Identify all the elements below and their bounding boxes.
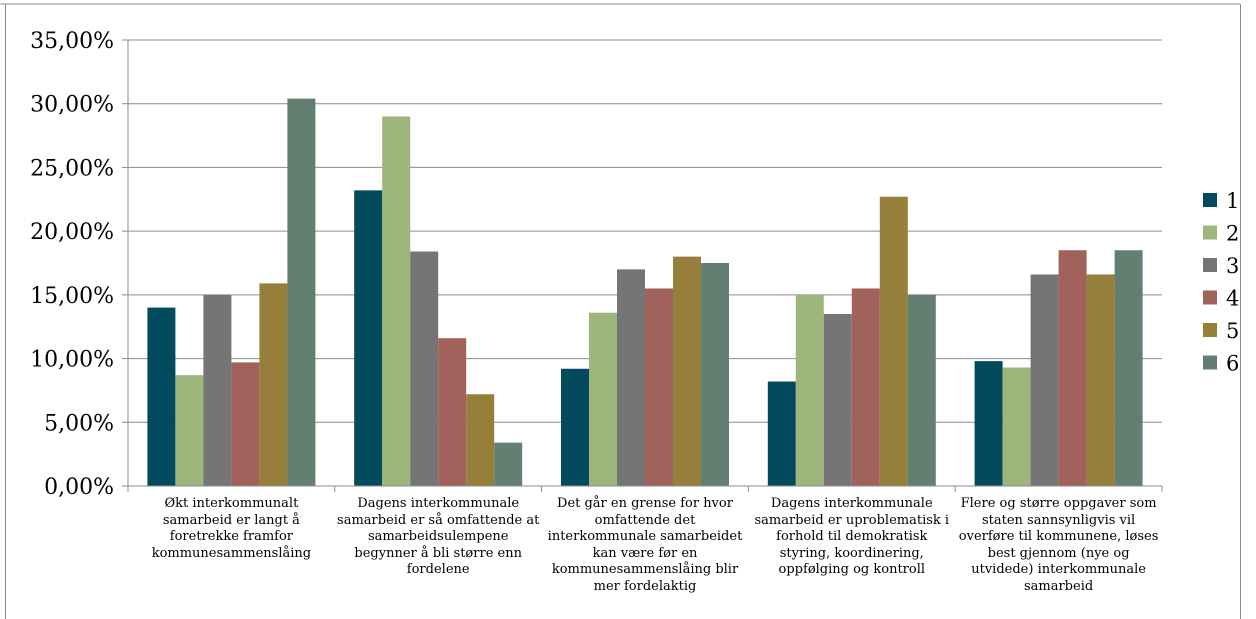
x-category-label: Økt interkommunalt samarbeid er langt å … <box>151 496 312 561</box>
bar-series-3-cat-4 <box>823 313 852 486</box>
bar-series-1-cat-3 <box>561 368 589 486</box>
bar-series-6-cat-3 <box>701 263 729 486</box>
bar-series-2-cat-1 <box>175 375 204 486</box>
bar-series-4-cat-2 <box>438 338 467 486</box>
bar-series-5-cat-1 <box>259 283 288 486</box>
y-tick-label: 30,00% <box>30 93 114 118</box>
legend-swatch-6 <box>1203 355 1217 370</box>
bar-series-5-cat-3 <box>673 256 701 486</box>
legend-swatch-4 <box>1203 290 1217 305</box>
y-tick-label: 10,00% <box>30 348 114 373</box>
bar-series-1-cat-4 <box>767 381 796 486</box>
bar-series-2-cat-3 <box>589 312 617 486</box>
bar-series-3-cat-3 <box>617 269 645 486</box>
y-tick-label: 20,00% <box>30 220 114 245</box>
bar-series-4-cat-4 <box>851 288 880 486</box>
y-tick-label: 25,00% <box>30 156 114 181</box>
bar-series-1-cat-1 <box>147 307 176 486</box>
bar-series-4-cat-5 <box>1058 250 1087 486</box>
legend-label-6: 6 <box>1226 352 1239 376</box>
x-category-label: Dagens interkommunale samarbeid er uprob… <box>754 496 950 577</box>
legend-swatch-1 <box>1203 193 1217 207</box>
bars <box>147 98 1143 487</box>
bar-series-6-cat-5 <box>1114 250 1143 486</box>
bar-series-3-cat-2 <box>410 251 439 486</box>
legend-label-5: 5 <box>1226 319 1239 343</box>
y-tick-label: 35,00% <box>30 29 114 54</box>
bar-series-4-cat-3 <box>645 288 673 486</box>
legend: 1 2 3 4 5 6 <box>1203 189 1239 376</box>
bar-series-5-cat-5 <box>1086 274 1115 486</box>
legend-label-2: 2 <box>1226 222 1239 246</box>
bar-series-2-cat-5 <box>1002 367 1031 486</box>
bar-series-1-cat-5 <box>974 361 1003 486</box>
legend-label-4: 4 <box>1226 287 1239 311</box>
bar-series-2-cat-4 <box>795 294 824 486</box>
bar-series-3-cat-5 <box>1030 274 1059 486</box>
bar-series-3-cat-1 <box>203 294 232 486</box>
x-category-label: Flere og større oppgaver som staten sann… <box>958 496 1159 594</box>
legend-label-3: 3 <box>1226 254 1239 278</box>
bar-series-5-cat-4 <box>879 196 908 487</box>
bar-series-4-cat-1 <box>231 362 260 486</box>
legend-swatch-2 <box>1203 225 1217 240</box>
y-tick-label: 15,00% <box>30 284 114 309</box>
legend-label-1: 1 <box>1226 189 1239 213</box>
y-axis-ticks: 0,00% 5,00% 10,00% 15,00% 20,00% 25,00% 30,00%… <box>30 29 128 500</box>
legend-swatch-5 <box>1203 323 1217 337</box>
bar-series-5-cat-2 <box>466 394 495 486</box>
bar-series-6-cat-1 <box>287 98 316 487</box>
x-category-label: Det går en grense for hvor omfattende de… <box>547 496 743 594</box>
bar-series-1-cat-2 <box>354 190 383 486</box>
legend-swatch-3 <box>1203 258 1217 272</box>
axes <box>127 40 1163 492</box>
y-tick-label: 5,00% <box>44 411 114 436</box>
bar-series-6-cat-2 <box>494 442 523 486</box>
x-category-label: Dagens interkommunale samarbeid er så om… <box>337 496 540 577</box>
bar-series-2-cat-2 <box>382 116 411 486</box>
bar-series-6-cat-4 <box>907 294 936 486</box>
y-tick-label: 0,00% <box>44 475 114 500</box>
